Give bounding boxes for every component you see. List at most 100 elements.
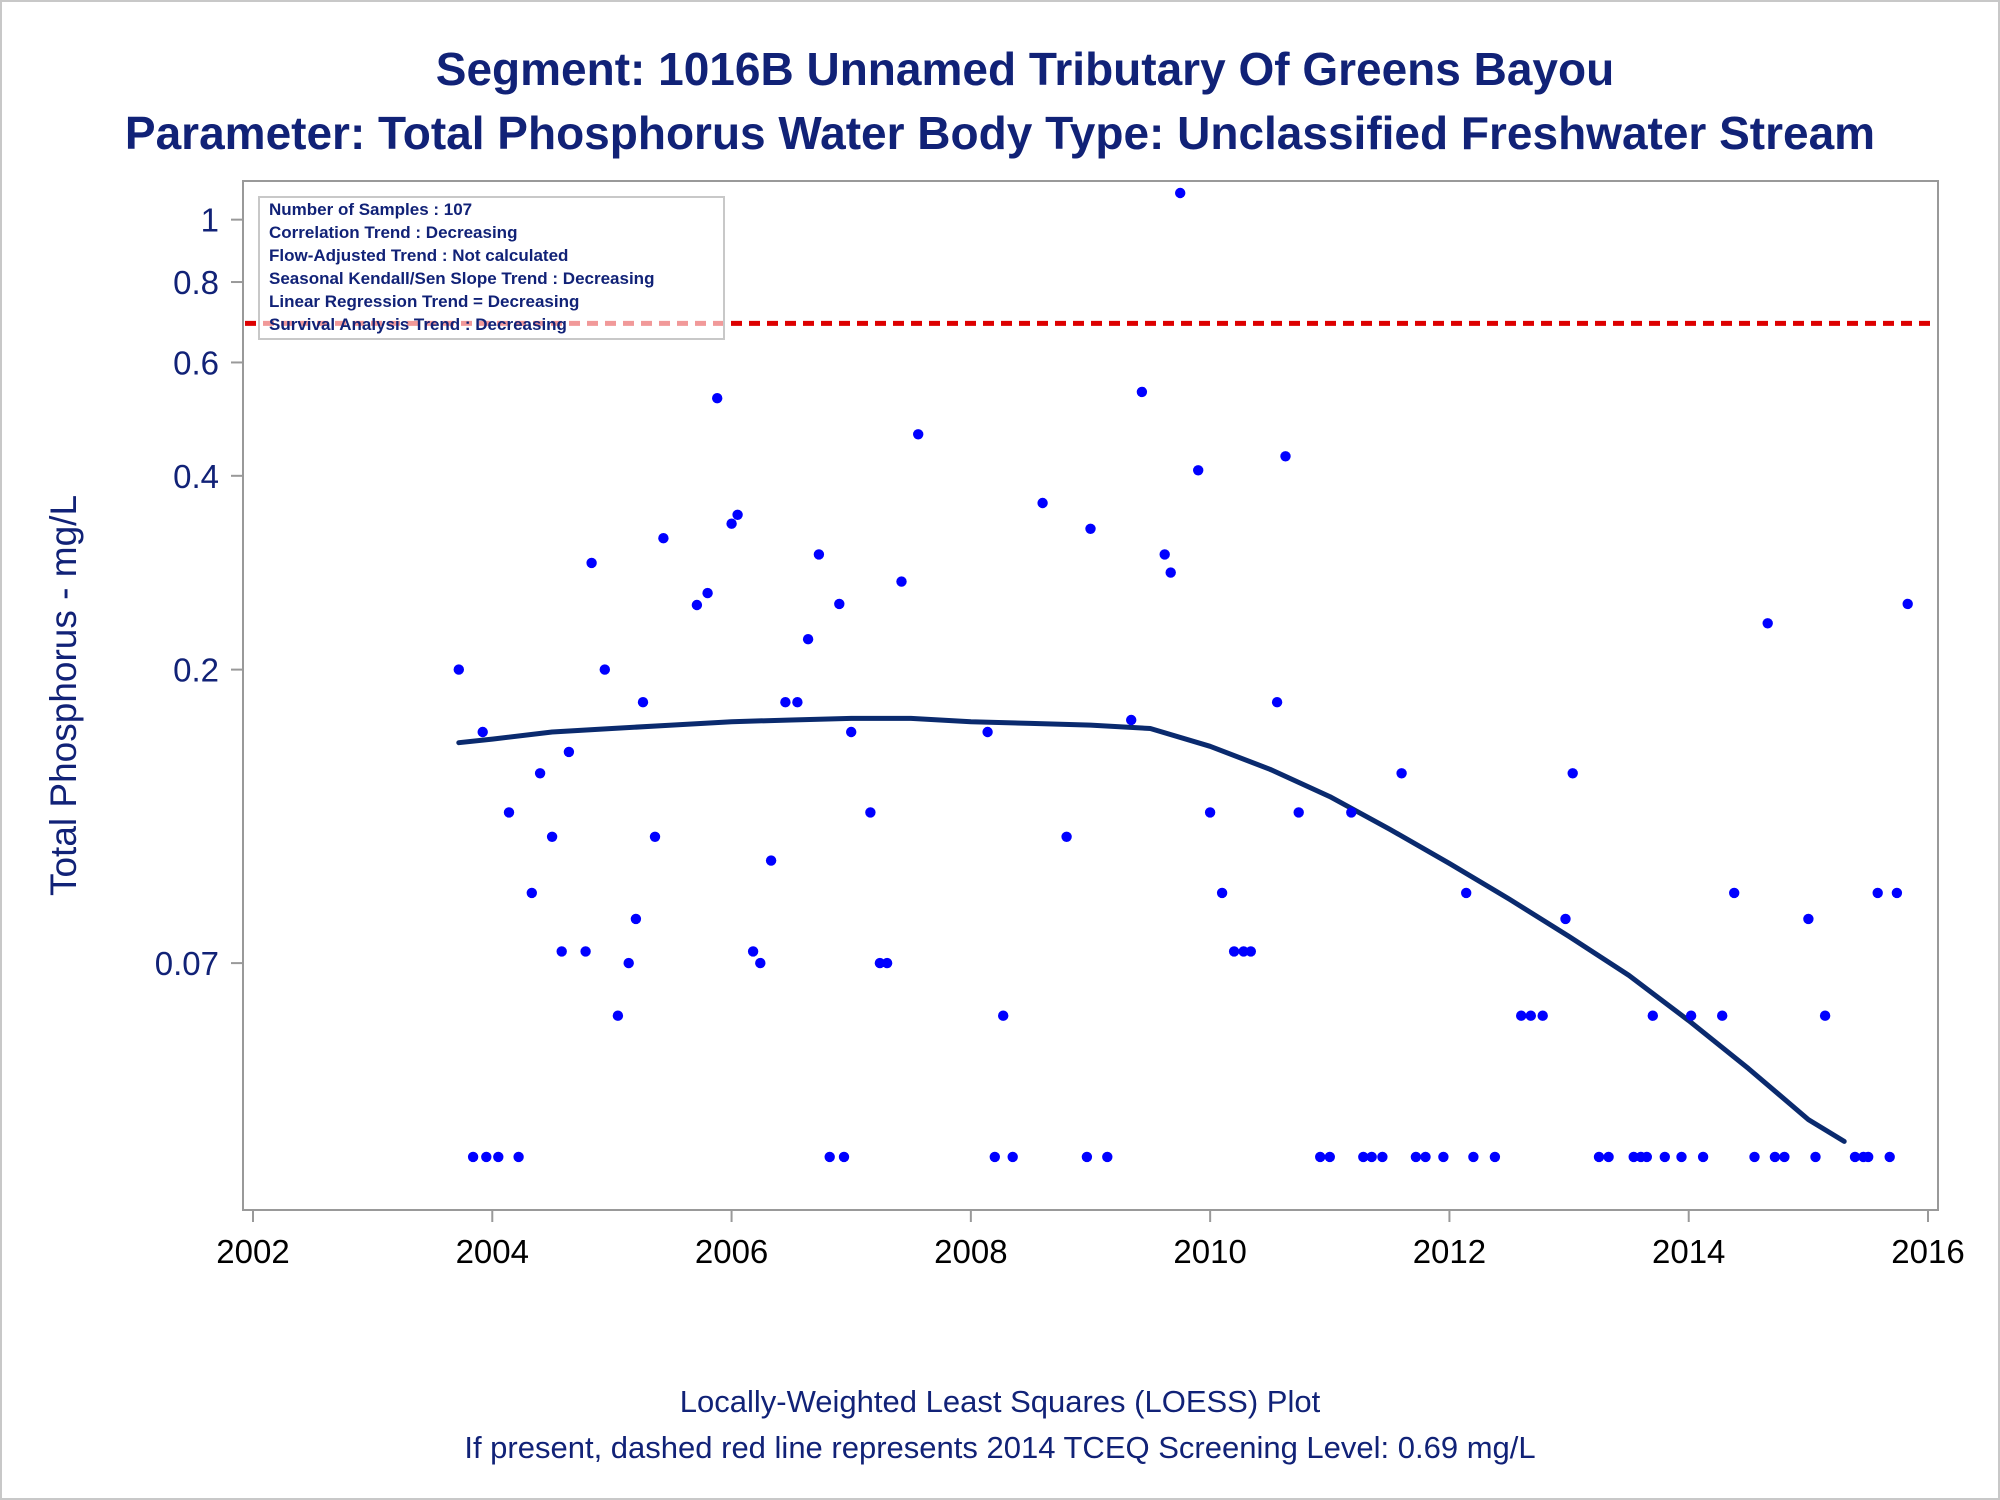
x-tick-label: 2002 (216, 1233, 289, 1270)
data-point (526, 887, 537, 899)
data-point (580, 946, 591, 957)
data-point (846, 726, 857, 738)
y-tick-label: 0.2 (173, 652, 219, 689)
data-point (1126, 714, 1137, 726)
data-point (1007, 1151, 1018, 1163)
data-point (630, 913, 642, 925)
data-point (493, 1151, 504, 1163)
data-point (1884, 1151, 1895, 1163)
data-point (1324, 1151, 1336, 1163)
data-point (563, 746, 575, 758)
data-point (802, 634, 814, 645)
data-point (1567, 768, 1578, 779)
data-point (1461, 887, 1472, 899)
data-point (824, 1151, 835, 1163)
data-point (1061, 831, 1072, 842)
data-point (1762, 618, 1773, 629)
data-point (1280, 451, 1291, 462)
data-point (1175, 187, 1186, 199)
data-point (534, 768, 546, 779)
data-point (1641, 1151, 1653, 1163)
data-point (649, 831, 661, 842)
data-point (874, 957, 886, 969)
data-point (1849, 1151, 1861, 1163)
plot-area-border (242, 180, 1939, 1211)
data-point (1810, 1151, 1821, 1163)
data-point (1420, 1151, 1431, 1163)
data-point (1346, 807, 1357, 818)
data-point (1193, 465, 1204, 476)
data-point (755, 957, 766, 969)
data-point (865, 807, 876, 818)
data-point (1779, 1151, 1790, 1163)
legend-line: Linear Regression Trend = Decreasing (269, 292, 579, 311)
data-point (691, 599, 703, 611)
data-point (1136, 386, 1148, 398)
y-axis-label: Total Phosphorus - mg/L (43, 495, 84, 896)
data-point (1468, 1151, 1479, 1163)
data-point (1238, 946, 1249, 957)
data-point (989, 1151, 1000, 1163)
y-tick-label: 1 (201, 202, 219, 239)
data-point (1647, 1010, 1659, 1021)
legend-line: Correlation Trend : Decreasing (269, 223, 517, 242)
data-point (780, 697, 791, 708)
data-point (792, 697, 803, 708)
x-tick-label: 2008 (934, 1233, 1007, 1270)
data-point (702, 587, 713, 599)
data-point (1358, 1151, 1369, 1163)
chart-subtitle: Parameter: Total Phosphorus Water Body T… (124, 107, 1876, 159)
x-tick-label: 2006 (695, 1233, 768, 1270)
data-point (586, 557, 597, 569)
x-tick-label: 2014 (1652, 1233, 1725, 1270)
chart-title: Segment: 1016B Unnamed Tributary Of Gree… (435, 43, 1615, 95)
data-point (1891, 887, 1903, 899)
data-point (637, 697, 649, 708)
x-tick-label: 2010 (1173, 1233, 1246, 1270)
legend-box (258, 196, 725, 340)
data-point (612, 1010, 624, 1021)
data-point (1085, 523, 1096, 534)
data-point (546, 831, 558, 842)
data-point (1685, 1010, 1697, 1021)
data-point (1228, 946, 1240, 957)
data-point (765, 855, 777, 866)
data-point (467, 1151, 479, 1163)
data-point (1396, 768, 1407, 779)
data-point (1769, 1151, 1781, 1163)
data-point (556, 946, 567, 957)
data-point (1902, 598, 1913, 610)
data-point (1872, 887, 1883, 899)
data-point (1165, 567, 1176, 578)
data-point (1410, 1151, 1422, 1163)
data-point (896, 576, 907, 587)
legend-line: Number of Samples : 107 (269, 200, 472, 219)
data-point (712, 393, 723, 404)
data-point (1037, 497, 1048, 509)
data-point (1245, 946, 1257, 957)
data-point (1081, 1151, 1093, 1163)
data-point (1593, 1151, 1605, 1163)
data-point (1438, 1151, 1449, 1163)
data-point (1628, 1151, 1639, 1163)
legend-line: Flow-Adjusted Trend : Not calculated (269, 246, 568, 265)
data-point (1159, 549, 1170, 560)
chart-footnote-screening: If present, dashed red line represents 2… (464, 1430, 1536, 1465)
data-point (1293, 807, 1304, 818)
data-point (623, 957, 634, 969)
data-point (503, 807, 515, 818)
data-point (1803, 913, 1814, 925)
data-point (1216, 887, 1228, 899)
data-point (1819, 1010, 1831, 1021)
data-point (1697, 1151, 1709, 1163)
data-point (1315, 1151, 1326, 1163)
data-point (1516, 1010, 1527, 1021)
data-point (1537, 1010, 1548, 1021)
data-point (658, 533, 669, 544)
data-point (813, 549, 825, 560)
data-point (726, 518, 737, 529)
data-point (1271, 697, 1283, 708)
data-point (513, 1151, 524, 1163)
x-tick-label: 2016 (1891, 1233, 1964, 1270)
